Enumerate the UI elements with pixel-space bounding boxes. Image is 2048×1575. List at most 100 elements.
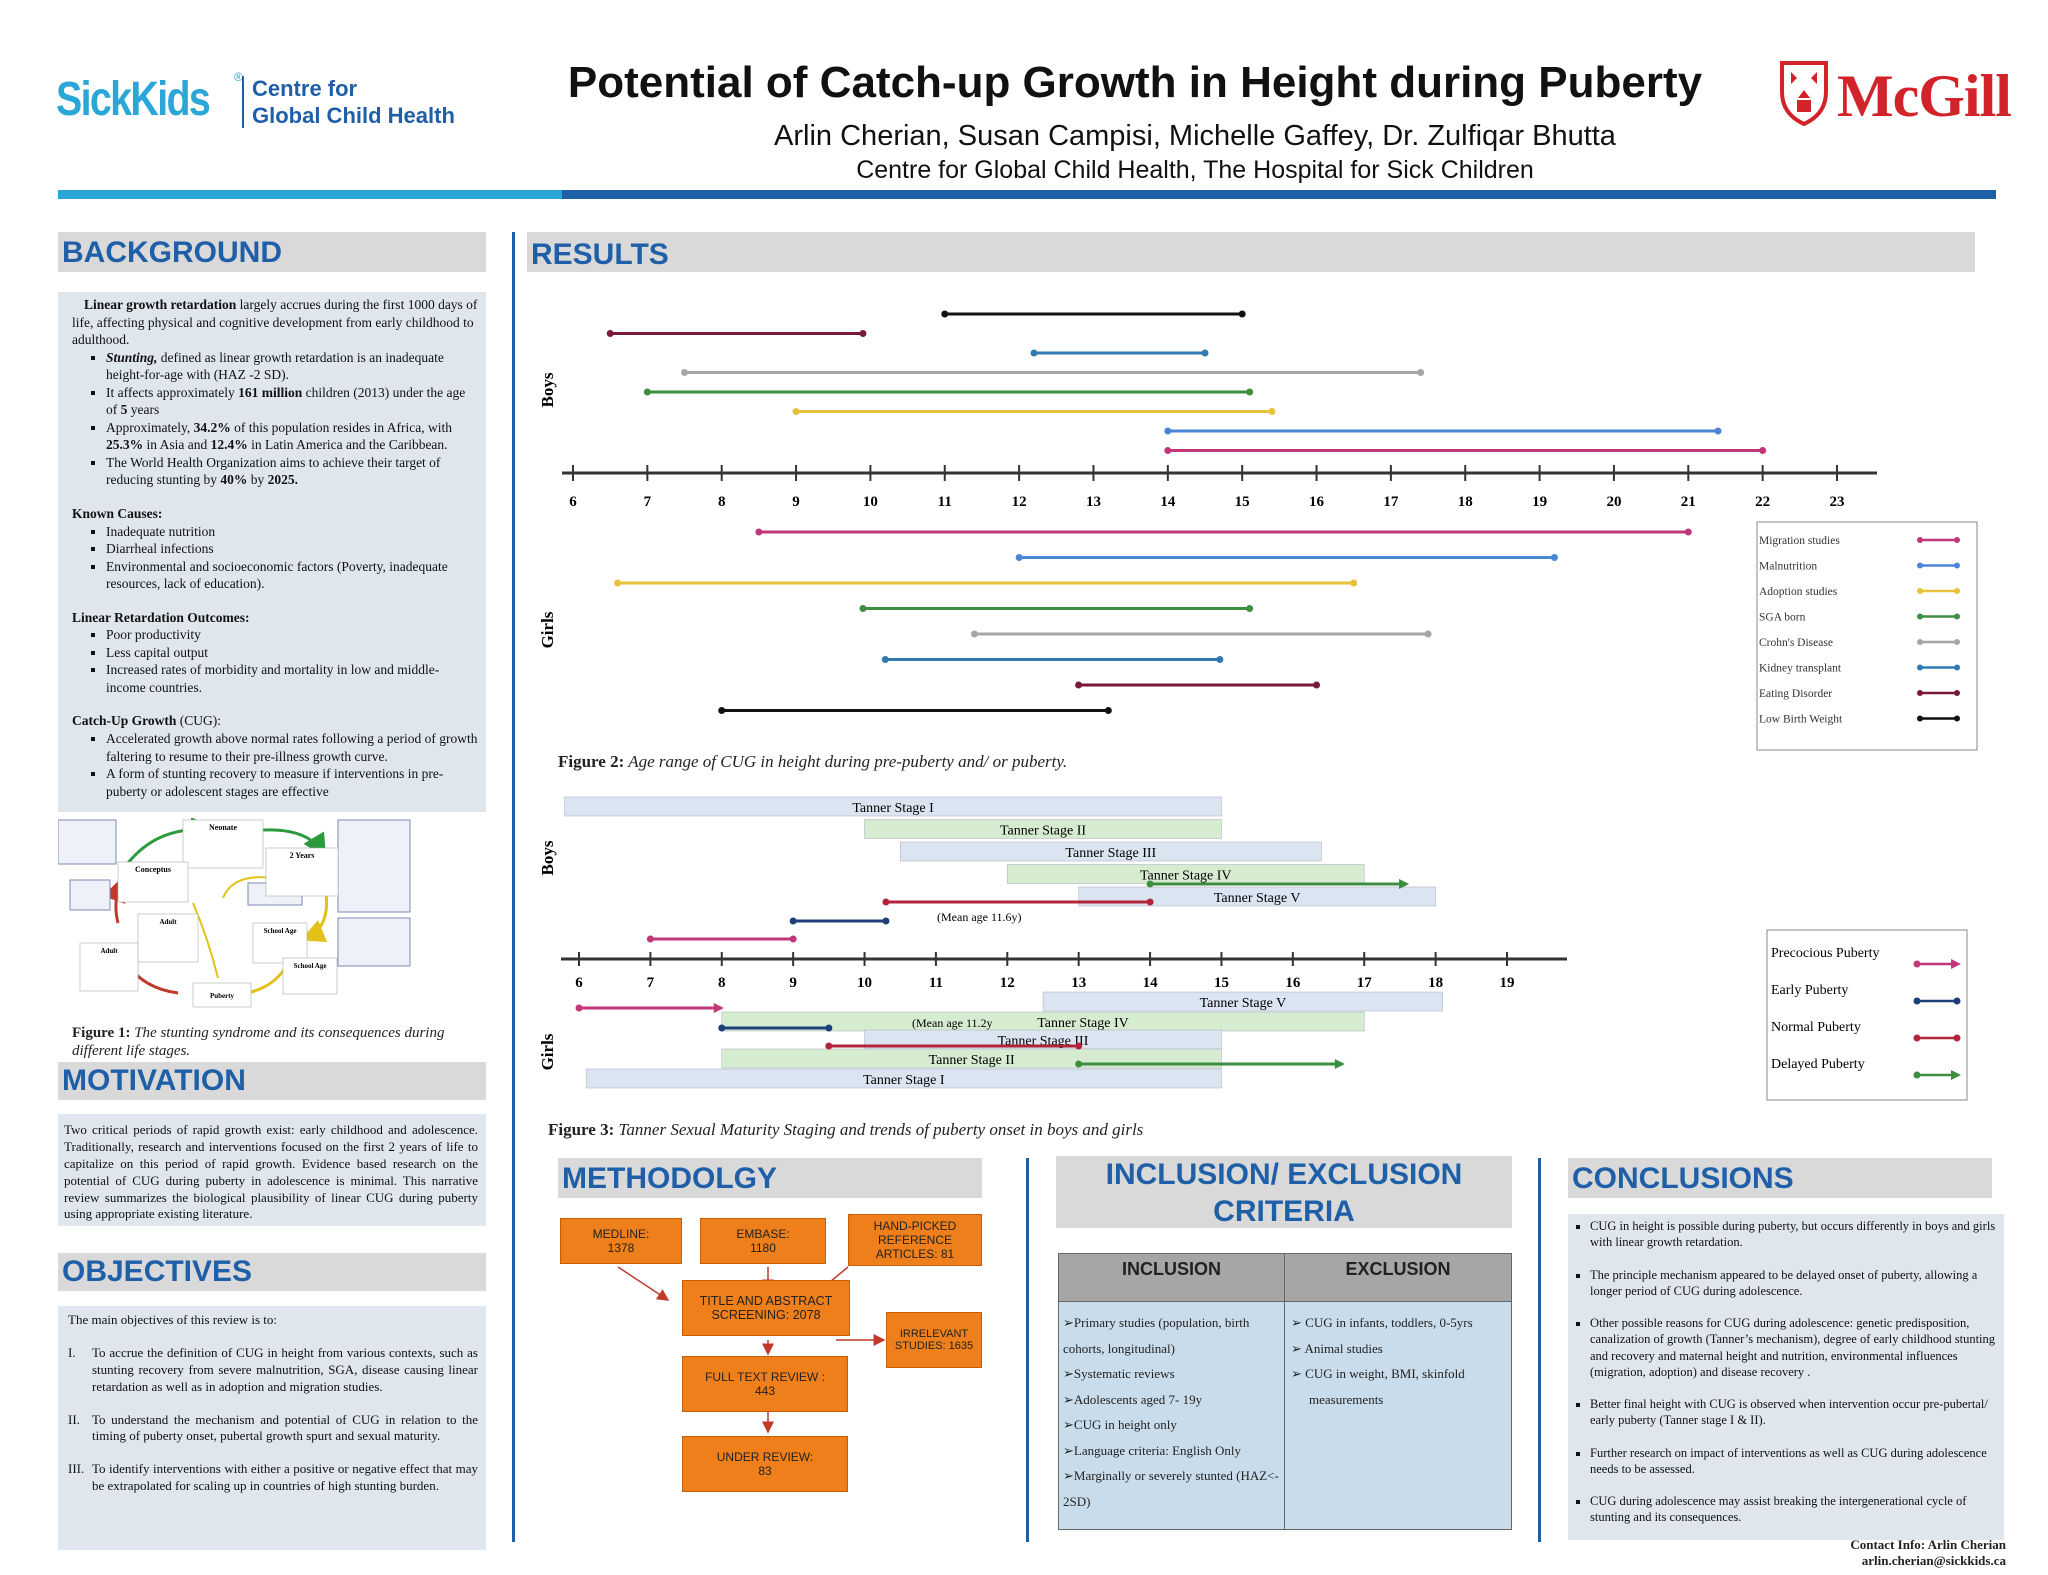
cug-item: Accelerated growth above normal rates fo… <box>106 730 478 765</box>
fig2-legend-dot <box>1954 664 1960 671</box>
fig3-tick-label: 7 <box>647 975 655 991</box>
fig2-legend-dot <box>1954 715 1960 722</box>
fig2-tick-label: 12 <box>1012 494 1027 510</box>
fig3-boys-puberty-start-dot <box>646 935 654 943</box>
fig3-girls-tanner-label: Tanner Stage I <box>863 1073 945 1088</box>
fig3-legend-label: Early Puberty <box>1771 983 1848 998</box>
conclusions-panel: CUG in height is possible during puberty… <box>1568 1214 2004 1540</box>
contact-name: Contact Info: Arlin Cherian <box>1850 1537 2006 1552</box>
fig2-girls-range-end-dot <box>1684 528 1692 536</box>
fig3-girls-puberty-end-dot <box>825 1024 833 1032</box>
fig2-legend-label: Kidney transplant <box>1759 663 1842 675</box>
box-medline: MEDLINE: 1378 <box>560 1218 682 1264</box>
logo-line1: Centre for <box>252 76 358 101</box>
fig2-tick-label: 6 <box>569 494 577 510</box>
motivation-text: Two critical periods of rapid growth exi… <box>64 1122 478 1222</box>
box-screening: TITLE AND ABSTRACT SCREENING: 2078 <box>682 1280 850 1336</box>
fig2-boys-range-end-dot <box>1238 310 1246 318</box>
intro-rest: largely accrues during the first 1000 da… <box>72 297 478 348</box>
fig3-legend-dot <box>1913 1034 1921 1042</box>
conclusion-item: Other possible reasons for CUG during ad… <box>1590 1315 1998 1380</box>
fig2-boys-range-end-dot <box>1201 349 1209 357</box>
fig3-tick-label: 12 <box>1000 975 1015 991</box>
background-intro: Linear growth retardation largely accrue… <box>72 296 478 349</box>
fig2-girls-range-end-dot <box>1424 630 1432 638</box>
fig3-girls-tanner-band <box>1042 991 1444 1012</box>
conclusions-heading: CONCLUSIONS <box>1568 1158 1992 1198</box>
fig2-tick-label: 13 <box>1086 494 1101 510</box>
box-under-review: UNDER REVIEW: 83 <box>682 1436 848 1492</box>
fig3-girls-puberty-start-dot <box>1075 1060 1083 1068</box>
fig2-legend-dot <box>1954 562 1960 569</box>
fig2-legend-dot <box>1917 613 1923 620</box>
fig3-tick-label: 16 <box>1285 975 1301 991</box>
mcgill-wordmark: McGill <box>1837 63 2012 129</box>
conclusion-item: The principle mechanism appeared to be d… <box>1590 1267 1998 1300</box>
fig3-girls-puberty-start-dot <box>575 1004 583 1012</box>
criteria-table: INCLUSION EXCLUSION ➢Primary studies (po… <box>1058 1253 1512 1530</box>
fig3-legend-dot <box>1913 997 1921 1005</box>
fig2-group-label: Boys <box>538 372 557 407</box>
node-schoolage-2: School Age <box>294 962 327 970</box>
fig2-boys-range-end-dot <box>1417 369 1425 376</box>
conclusion-item: Better final height with CUG is observed… <box>1590 1396 1998 1429</box>
fig2-tick-label: 14 <box>1160 494 1176 510</box>
figure2-chart: 6 7 8 9 10 11 12 13 14 15 16 17 18 19 20 21 22 23 Boys Girl… <box>538 310 1978 751</box>
conclusion-item: CUG in height is possible during puberty… <box>1590 1218 1998 1251</box>
methodology-heading: METHODOLGY <box>558 1158 982 1198</box>
fig2-girls-range-end-dot <box>1104 707 1112 714</box>
fig3-group-label: Boys <box>538 840 557 875</box>
fig2-boys-range-start-dot <box>1164 427 1172 435</box>
causes-list: Inadequate nutrition Diarrheal infection… <box>106 523 478 593</box>
fig2-boys-range-end-dot <box>1246 388 1254 396</box>
registered-mark: ® <box>234 70 243 84</box>
fig2-girls-range-start-dot <box>1015 554 1023 561</box>
fig3-tick-label: 18 <box>1428 975 1443 991</box>
objectives-panel: The main objectives of this review is to… <box>58 1306 486 1550</box>
fig2-legend-dot <box>1954 537 1960 543</box>
fig3-girls-puberty-end-dot <box>1075 1042 1083 1050</box>
fig3-girls-puberty-arrowhead <box>713 1003 724 1013</box>
fig2-boys-range-start-dot <box>1030 349 1038 357</box>
node-2years: 2 Years <box>290 851 315 860</box>
outcomes-title: Linear Retardation Outcomes: <box>72 609 250 625</box>
exclusion-list: ➢ CUG in infants, toddlers, 0-5yrs ➢ Ani… <box>1285 1302 1511 1530</box>
bullet-161m: It affects approximately 161 million chi… <box>106 384 478 419</box>
fig2-legend-label: Low Birth Weight <box>1759 714 1843 726</box>
box-irrelevant: IRRELEVANT STUDIES: 1635 <box>886 1312 982 1368</box>
fig3-girls-puberty-arrowhead <box>1334 1059 1345 1069</box>
inclusion-item: ➢Marginally or severely stunted (HAZ<- 2… <box>1063 1468 1279 1509</box>
fig2-tick-label: 7 <box>644 494 652 510</box>
fig2-tick-label: 17 <box>1383 494 1399 510</box>
fig2-girls-range-start-dot <box>614 579 622 587</box>
figure3-caption: Figure 3: Tanner Sexual Maturity Staging… <box>548 1120 1144 1139</box>
inclusion-item: ➢Adolescents aged 7- 19y <box>1063 1391 1203 1407</box>
fig3-boys-puberty-end-dot <box>789 935 797 943</box>
fig3-boys-tanner-band <box>864 819 1222 839</box>
fig2-legend-dot <box>1954 613 1960 620</box>
box-fulltext: FULL TEXT REVIEW :443 <box>682 1356 848 1412</box>
contact-email: arlin.cherian@sickkids.ca <box>1861 1553 2006 1569</box>
fig3-tick-label: 9 <box>789 975 797 991</box>
fig2-tick-label: 11 <box>938 494 952 510</box>
fig2-tick-label: 16 <box>1309 494 1325 510</box>
fig2-legend-dot <box>1917 562 1923 569</box>
fig3-tick-label: 15 <box>1214 975 1229 991</box>
fig2-legend-dot <box>1917 715 1923 722</box>
fig2-legend-label: Malnutrition <box>1759 561 1817 573</box>
fig2-legend-box <box>1756 521 1978 751</box>
inclusion-item: ➢CUG in height only <box>1063 1417 1177 1432</box>
inclusion-item: ➢Systematic reviews <box>1063 1366 1175 1381</box>
fig2-tick-label: 10 <box>863 494 878 510</box>
fig3-legend-arrowhead <box>1951 959 1961 969</box>
outcome-item: Less capital output <box>106 644 478 662</box>
fig3-girls-tanner-label: Tanner Stage IV <box>1037 1016 1129 1031</box>
fig2-boys-range-end-dot <box>1759 447 1767 454</box>
fig2-legend-dot <box>1917 537 1923 543</box>
mcgill-logo: McGill <box>1775 58 2015 138</box>
fig3-boys-tanner-band <box>899 841 1322 862</box>
fig3-boys-tanner-band <box>564 796 1222 817</box>
fig2-boys-range-start-dot <box>792 408 800 415</box>
fig3-legend-dot <box>1953 1034 1961 1042</box>
column-divider-mid2 <box>1538 1158 1541 1542</box>
